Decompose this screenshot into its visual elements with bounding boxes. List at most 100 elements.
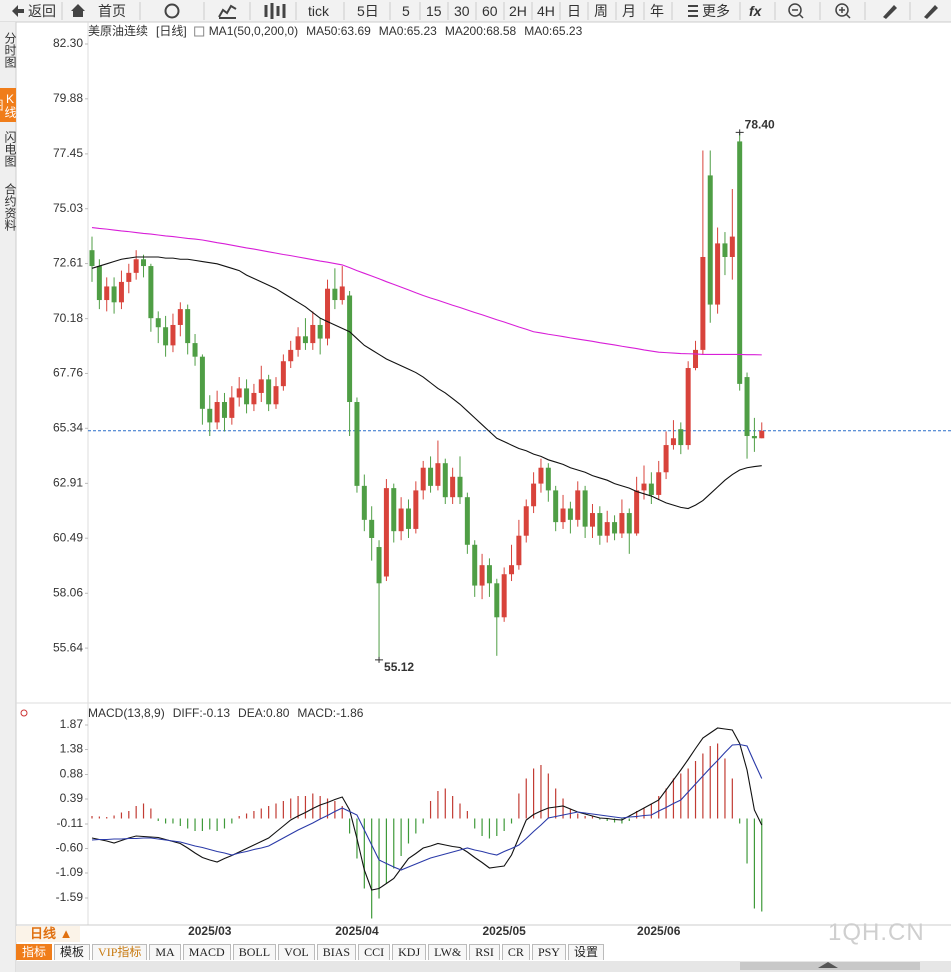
candle-body bbox=[707, 175, 713, 305]
candle-body bbox=[391, 488, 397, 532]
candle-body bbox=[516, 535, 522, 566]
toolbar-button[interactable]: 60 bbox=[482, 3, 498, 19]
candle-body bbox=[258, 379, 264, 393]
candle-body bbox=[457, 476, 463, 498]
icon-refresh bbox=[164, 3, 180, 19]
toolbar-button[interactable]: 日 bbox=[567, 3, 581, 19]
toolbar-button[interactable]: 2H bbox=[509, 3, 527, 19]
y-tick-label: 65.34 bbox=[53, 420, 83, 434]
indicator-tab[interactable]: 指标 bbox=[16, 944, 53, 960]
candle-body bbox=[420, 467, 426, 491]
indicator-tab[interactable]: CR bbox=[501, 944, 530, 960]
y-tick-label: 1.87 bbox=[60, 717, 84, 731]
candle-body bbox=[545, 467, 551, 491]
y-tick-label: 58.06 bbox=[53, 585, 83, 599]
candle-body bbox=[339, 286, 345, 301]
candle-body bbox=[619, 513, 625, 534]
indicator-tab[interactable]: VIP指标 bbox=[92, 944, 148, 960]
candle-body bbox=[685, 368, 691, 446]
icon-line bbox=[218, 4, 237, 19]
candle-body bbox=[398, 508, 404, 532]
indicator-tab[interactable]: KDJ bbox=[392, 944, 427, 960]
candle-body bbox=[141, 259, 147, 267]
indicator-tab[interactable]: MACD bbox=[182, 944, 231, 960]
toolbar-button[interactable]: 周 bbox=[594, 3, 608, 19]
toolbar-button[interactable]: 更多 bbox=[702, 3, 730, 19]
x-tick-label: 2025/06 bbox=[637, 924, 681, 938]
chart-title: MACD(13,8,9) bbox=[88, 706, 165, 720]
candle-body bbox=[656, 472, 662, 495]
candle-body bbox=[244, 388, 250, 405]
toolbar-button[interactable]: 年 bbox=[650, 3, 664, 19]
ma-line bbox=[91, 226, 762, 356]
candle-body bbox=[494, 583, 500, 618]
candle-body bbox=[111, 286, 117, 303]
toolbar-button[interactable]: 30 bbox=[454, 3, 470, 19]
sidebar-tab[interactable]: 分时图 bbox=[3, 31, 17, 68]
toolbar-button[interactable]: 15 bbox=[426, 3, 442, 19]
indicator-tabs: 指标 模板 VIP指标 MA MACD BOLL VOL BIAS CCI KDJ LW& RSI CR… bbox=[16, 944, 606, 960]
indicator-tab[interactable]: VOL bbox=[278, 944, 315, 960]
candle-body bbox=[347, 295, 353, 403]
candle-body bbox=[626, 513, 632, 534]
toolbar-button[interactable]: tick bbox=[308, 3, 329, 19]
y-tick-label: 67.76 bbox=[53, 366, 83, 380]
period-button[interactable]: 日线 ▲ bbox=[30, 926, 73, 941]
candle-body bbox=[641, 483, 647, 491]
candle-body bbox=[413, 490, 419, 529]
indicator-tab[interactable]: BOLL bbox=[232, 944, 277, 960]
candle-body bbox=[538, 467, 544, 484]
candle-body bbox=[722, 243, 728, 257]
candle-body bbox=[280, 361, 286, 387]
macd-line bbox=[91, 727, 763, 891]
toolbar-button[interactable]: fx bbox=[749, 3, 762, 19]
candle-body bbox=[751, 436, 757, 439]
sidebar-tab[interactable]: 闪电图 bbox=[3, 131, 17, 167]
candle-body bbox=[553, 490, 559, 523]
indicator-tab[interactable]: 模板 bbox=[54, 944, 91, 960]
candle-body bbox=[170, 324, 176, 346]
sidebar-tab[interactable]: 合约资料 bbox=[3, 183, 17, 231]
candle-body bbox=[163, 327, 169, 346]
candle-body bbox=[737, 141, 743, 384]
indicator-tab[interactable]: PSY bbox=[531, 944, 566, 960]
extreme-marker bbox=[375, 656, 384, 663]
indicator-tab[interactable]: LW& bbox=[428, 944, 468, 960]
candle-body bbox=[317, 324, 323, 339]
candle-body bbox=[464, 497, 470, 545]
icon-zoom-in bbox=[835, 3, 849, 17]
indicator-tab[interactable]: 设置 bbox=[567, 944, 604, 960]
icon-more bbox=[688, 5, 698, 17]
indicator-icon bbox=[194, 26, 205, 37]
y-tick-label: 79.88 bbox=[53, 91, 83, 105]
indicator-tab[interactable]: MA bbox=[149, 944, 181, 960]
candle-body bbox=[332, 288, 338, 301]
indicator-label: DEA:0.80 bbox=[238, 706, 290, 720]
candle-body bbox=[597, 513, 603, 536]
toolbar-button[interactable]: 5日 bbox=[357, 3, 379, 19]
candle-body bbox=[560, 508, 566, 523]
indicator-label: MA50:63.69 bbox=[306, 24, 371, 38]
candle-body bbox=[435, 463, 441, 486]
toolbar-button[interactable]: 首页 bbox=[98, 3, 126, 19]
y-tick-label: 55.64 bbox=[53, 640, 83, 654]
candle-body bbox=[133, 259, 139, 273]
indicator-tab[interactable]: BIAS bbox=[316, 944, 357, 960]
toolbar-button[interactable]: 返回 bbox=[28, 3, 56, 19]
chart-title: 美原油连续 bbox=[88, 23, 148, 38]
icon-back bbox=[12, 5, 24, 17]
candle-body bbox=[442, 463, 448, 498]
sidebar-tab[interactable]: K线图 bbox=[0, 88, 17, 122]
scroll-arrow bbox=[818, 962, 838, 968]
indicator-tab[interactable]: CCI bbox=[358, 944, 391, 960]
toolbar-button[interactable]: 4H bbox=[537, 3, 555, 19]
toolbar-button[interactable]: 月 bbox=[622, 3, 636, 19]
y-tick-label: 60.49 bbox=[53, 530, 83, 544]
extreme-marker bbox=[735, 129, 744, 136]
indicator-tab[interactable]: RSI bbox=[469, 944, 500, 960]
candle-body bbox=[96, 266, 102, 301]
candle-body bbox=[486, 565, 492, 584]
candle-body bbox=[634, 490, 640, 534]
toolbar-button[interactable]: 5 bbox=[402, 3, 410, 19]
